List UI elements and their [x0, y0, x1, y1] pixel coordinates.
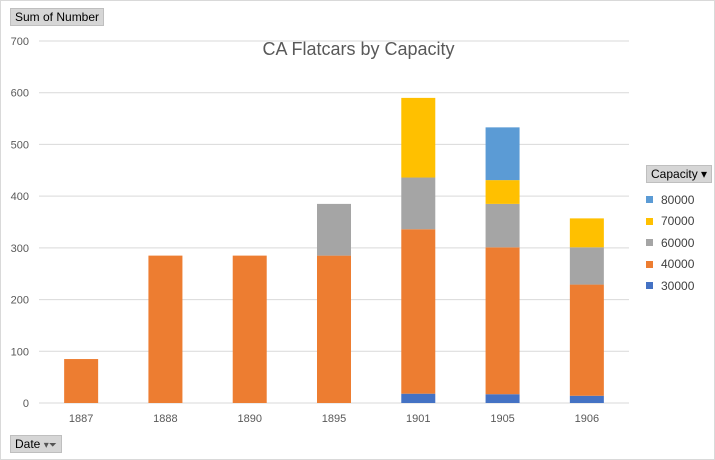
bar-segment-1906-30000: [569, 395, 604, 403]
x-tick-label: 1906: [575, 413, 599, 425]
bar-segment-1905-80000: [485, 127, 520, 181]
x-tick-label: 1888: [153, 413, 177, 425]
y-tick-label: 100: [11, 346, 29, 358]
sum-of-number-field-button[interactable]: Sum of Number: [10, 8, 105, 26]
x-tick-label: 1901: [406, 413, 430, 425]
bar-segment-1901-40000: [401, 229, 436, 394]
legend-label: 70000: [661, 214, 695, 229]
legend-swatch: [646, 239, 653, 247]
bar-segment-1901-60000: [401, 177, 436, 230]
y-tick-label: 700: [11, 36, 29, 48]
bar-segment-1901-70000: [401, 97, 436, 178]
bar-segment-1895-60000: [317, 203, 351, 256]
bar-segment-1890-40000: [232, 255, 267, 403]
chart-title: CA Flatcars by Capacity: [262, 39, 455, 59]
legend-item-60000[interactable]: 60000: [646, 232, 712, 254]
date-field-button[interactable]: Date ▾⏷: [10, 435, 62, 453]
legend-item-70000[interactable]: 70000: [646, 211, 712, 233]
y-tick-label: 200: [11, 295, 29, 307]
y-tick-label: 300: [11, 243, 29, 255]
bar-segment-1895-40000: [317, 255, 351, 403]
y-tick-label: 0: [23, 398, 29, 410]
bar-segment-1906-60000: [569, 247, 604, 285]
legend-item-40000[interactable]: 40000: [646, 254, 712, 276]
x-tick-label: 1905: [490, 413, 514, 425]
y-tick-label: 500: [11, 139, 29, 151]
y-tick-label: 400: [11, 191, 29, 203]
y-tick-label: 600: [11, 88, 29, 100]
x-tick-label: 1895: [322, 413, 346, 425]
legend-item-80000[interactable]: 80000: [646, 189, 712, 211]
bar-segment-1901-30000: [401, 393, 436, 403]
capacity-filter-button[interactable]: Capacity ▾: [646, 165, 713, 183]
bar-segment-1888-40000: [148, 255, 183, 403]
legend-swatch: [646, 282, 653, 290]
bar-segment-1887-40000: [64, 359, 99, 403]
capacity-label: Capacity: [651, 167, 698, 181]
legend-swatch: [646, 260, 653, 268]
bar-segment-1905-40000: [485, 247, 520, 395]
legend-label: 80000: [661, 192, 695, 207]
dropdown-arrow-icon: ▾: [701, 167, 708, 181]
x-tick-label: 1887: [69, 413, 93, 425]
bar-segment-1905-70000: [485, 180, 520, 204]
bar-segment-1906-70000: [569, 218, 604, 248]
filter-icon: ▾⏷: [43, 440, 57, 451]
legend-item-30000[interactable]: 30000: [646, 275, 712, 297]
legend-label: 30000: [661, 278, 695, 293]
legend: Capacity ▾ 80000 70000 60000 40000 30000: [646, 165, 713, 297]
x-tick-label: 1890: [237, 413, 261, 425]
date-label: Date: [15, 437, 41, 451]
legend-label: 60000: [661, 235, 695, 250]
legend-label: 40000: [661, 257, 695, 272]
legend-swatch: [646, 217, 653, 225]
legend-swatch: [646, 196, 653, 204]
bar-segment-1905-60000: [485, 203, 520, 248]
bar-segment-1905-30000: [485, 394, 520, 403]
bar-segment-1906-40000: [569, 284, 604, 396]
